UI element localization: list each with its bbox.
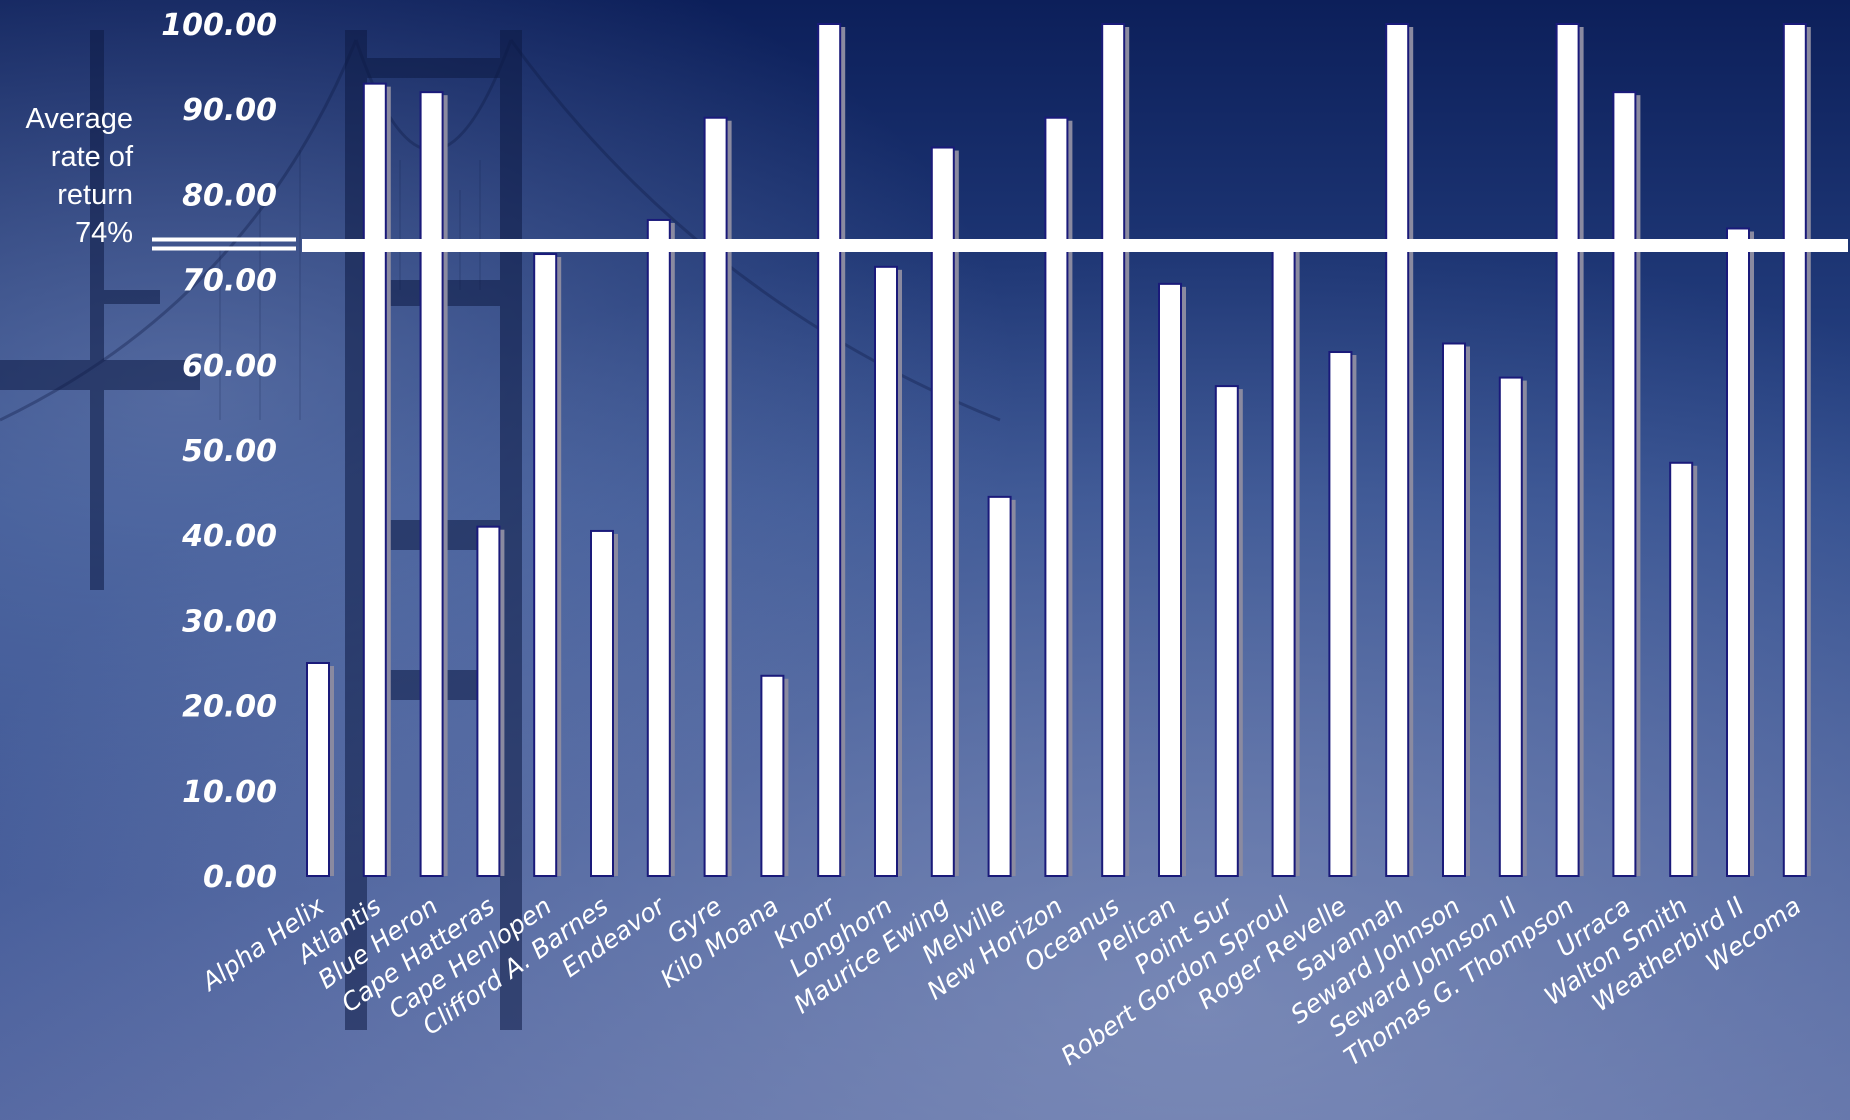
average-line bbox=[152, 240, 1848, 249]
y-tick-label: 90.00 bbox=[182, 93, 277, 128]
y-tick-label: 0.00 bbox=[203, 860, 277, 895]
bar bbox=[591, 531, 613, 876]
y-tick-label: 100.00 bbox=[161, 8, 277, 43]
bar bbox=[1273, 246, 1295, 876]
bar bbox=[875, 267, 897, 876]
bar bbox=[1670, 463, 1692, 876]
bar bbox=[1613, 92, 1635, 876]
annotation-line-4: 74% bbox=[0, 214, 133, 252]
bar bbox=[1557, 24, 1579, 876]
bar bbox=[989, 497, 1011, 876]
y-tick-label: 60.00 bbox=[182, 349, 277, 384]
annotation-line-3: return bbox=[0, 176, 133, 214]
bar bbox=[1159, 284, 1181, 876]
bar bbox=[364, 84, 386, 876]
bar bbox=[1727, 228, 1749, 876]
bar bbox=[421, 92, 443, 876]
bar bbox=[761, 676, 783, 876]
average-rate-annotation: Average rate of return 74% bbox=[0, 100, 133, 252]
y-tick-label: 70.00 bbox=[182, 264, 277, 299]
y-tick-label: 40.00 bbox=[181, 519, 277, 554]
y-axis-tick-labels: 0.00 10.00 20.00 30.00 40.00 50.00 60.00 70.00 8… bbox=[161, 8, 277, 895]
bar bbox=[1386, 24, 1408, 876]
bar bbox=[1500, 378, 1522, 876]
bar bbox=[705, 118, 727, 876]
y-tick-label: 10.00 bbox=[182, 775, 277, 810]
y-tick-label: 30.00 bbox=[182, 604, 277, 639]
bar bbox=[1102, 24, 1124, 876]
bar bbox=[1329, 352, 1351, 876]
y-tick-label: 50.00 bbox=[182, 434, 277, 469]
bars bbox=[307, 24, 1811, 876]
annotation-line-2: rate of bbox=[0, 138, 133, 176]
bar bbox=[307, 663, 329, 876]
bar bbox=[648, 220, 670, 876]
bar bbox=[932, 148, 954, 876]
bar bbox=[1216, 386, 1238, 876]
bar bbox=[818, 24, 840, 876]
bar bbox=[534, 254, 556, 876]
y-tick-label: 80.00 bbox=[182, 178, 277, 213]
annotation-line-1: Average bbox=[0, 100, 133, 138]
y-tick-label: 20.00 bbox=[182, 690, 277, 725]
bar bbox=[477, 527, 499, 876]
bar bbox=[1443, 344, 1465, 877]
bar bbox=[1045, 118, 1067, 876]
bar bbox=[1784, 24, 1806, 876]
